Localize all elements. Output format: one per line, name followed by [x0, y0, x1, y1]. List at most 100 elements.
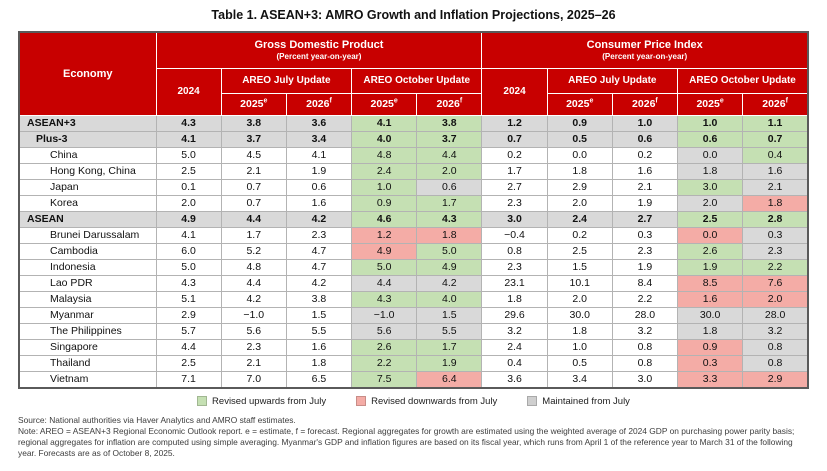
value-cell: 4.8	[351, 146, 418, 164]
value-cell: 5.1	[155, 290, 222, 308]
value-cell: 3.4	[546, 370, 613, 388]
value-cell: 29.6	[481, 306, 548, 324]
value-cell: 1.9	[676, 258, 744, 276]
cpi-group-sublabel: (Percent year-on-year)	[602, 51, 688, 61]
table-row: Lao PDR 4.3 4.4 4.2 4.4 4.2 23.1 10.1 8.4 8.5 7.6	[18, 274, 809, 292]
value-cell: 1.5	[546, 258, 613, 276]
value-cell: 2.2	[742, 258, 809, 276]
value-cell: 0.6	[285, 178, 353, 196]
value-cell: 1.2	[351, 226, 418, 244]
value-cell: 0.9	[351, 194, 418, 212]
value-cell: 0.3	[676, 354, 744, 372]
value-cell: 5.0	[351, 258, 418, 276]
value-cell: 0.6	[416, 178, 483, 196]
value-cell: 3.2	[481, 322, 548, 340]
value-cell: 0.8	[481, 242, 548, 260]
value-cell: 3.2	[742, 322, 809, 340]
legend-label: Revised downwards from July	[371, 395, 498, 407]
value-cell: 1.0	[611, 114, 679, 132]
value-cell: 4.3	[155, 114, 222, 132]
value-cell: 4.4	[351, 274, 418, 292]
value-cell: 0.8	[611, 338, 679, 356]
value-cell: 4.6	[351, 210, 418, 228]
value-cell: 0.1	[155, 178, 222, 196]
value-cell: 0.5	[546, 354, 613, 372]
economy-cell: ASEAN	[18, 210, 157, 228]
value-cell: 2.0	[155, 194, 222, 212]
gdp-group-header: Gross Domestic Product (Percent year-on-…	[155, 31, 483, 69]
value-cell: 0.2	[481, 146, 548, 164]
value-cell: 6.0	[155, 242, 222, 260]
value-cell: 2.6	[676, 242, 744, 260]
economy-cell: Korea	[18, 194, 157, 212]
table-body: ASEAN+3 4.3 3.8 3.6 4.1 3.8 1.2 0.9 1.0 1.0 1.1 Plu…	[18, 114, 809, 388]
value-cell: 2.1	[742, 178, 809, 196]
estimate-superscript: e	[393, 97, 398, 105]
legend-label: Revised upwards from July	[212, 395, 327, 407]
estimate-superscript: e	[263, 97, 268, 105]
value-cell: 5.0	[416, 242, 483, 260]
value-cell: 5.6	[351, 322, 418, 340]
value-cell: 0.8	[742, 354, 809, 372]
table-row: China 5.0 4.5 4.1 4.8 4.4 0.2 0.0 0.2 0.0 0.4	[18, 146, 809, 164]
value-cell: 2.9	[155, 306, 222, 324]
value-cell: 0.7	[742, 130, 809, 148]
economy-cell: Singapore	[18, 338, 157, 356]
value-cell: 28.0	[611, 306, 679, 324]
value-cell: 4.9	[155, 210, 222, 228]
value-cell: 2.1	[611, 178, 679, 196]
value-cell: 4.2	[285, 210, 353, 228]
value-cell: 0.3	[611, 226, 679, 244]
value-cell: 2.0	[546, 194, 613, 212]
value-cell: −1.0	[351, 306, 418, 324]
value-cell: 1.1	[742, 114, 809, 132]
economy-cell: Plus-3	[18, 130, 157, 148]
value-cell: 0.0	[676, 146, 744, 164]
value-cell: 4.3	[416, 210, 483, 228]
value-cell: −0.4	[481, 226, 548, 244]
cpi-oct-2025-header: 2025e	[676, 92, 744, 116]
table-row: Thailand 2.5 2.1 1.8 2.2 1.9 0.4 0.5 0.8 0.3 0.8	[18, 354, 809, 372]
value-cell: 8.4	[611, 274, 679, 292]
economy-cell: Myanmar	[18, 306, 157, 324]
gdp-july-2026-header: 2026f	[285, 92, 353, 116]
gdp-july-update-header: AREO July Update	[220, 67, 353, 94]
value-cell: 7.6	[742, 274, 809, 292]
gdp-group-sublabel: (Percent year-on-year)	[276, 51, 362, 61]
cpi-2024-header: 2024	[481, 67, 548, 116]
value-cell: 2.7	[481, 178, 548, 196]
gdp-oct-2026-header: 2026f	[416, 92, 483, 116]
legend-label: Maintained from July	[542, 395, 630, 407]
value-cell: 1.8	[676, 322, 744, 340]
value-cell: 1.7	[481, 162, 548, 180]
table-row: The Philippines 5.7 5.6 5.5 5.6 5.5 3.2 1.8 3.2 1…	[18, 322, 809, 340]
footnotes: Source: National authorities via Haver A…	[18, 415, 809, 460]
value-cell: 4.8	[220, 258, 287, 276]
value-cell: 4.5	[220, 146, 287, 164]
value-cell: 1.8	[546, 162, 613, 180]
table-row: Korea 2.0 0.7 1.6 0.9 1.7 2.3 2.0 1.9 2.0 1.8	[18, 194, 809, 212]
value-cell: 1.8	[676, 162, 744, 180]
value-cell: 0.0	[676, 226, 744, 244]
value-cell: 8.5	[676, 274, 744, 292]
value-cell: 2.0	[676, 194, 744, 212]
value-cell: 1.5	[285, 306, 353, 324]
value-cell: −1.0	[220, 306, 287, 324]
value-cell: 0.3	[742, 226, 809, 244]
table-row: Plus-3 4.1 3.7 3.4 4.0 3.7 0.7 0.5 0.6 0.6 0.7	[18, 130, 809, 148]
legend-swatch	[356, 396, 367, 406]
economy-cell: Thailand	[18, 354, 157, 372]
table-row: Brunei Darussalam 4.1 1.7 2.3 1.2 1.8 −0.4 0.2 0…	[18, 226, 809, 244]
value-cell: 3.7	[416, 130, 483, 148]
value-cell: 2.0	[742, 290, 809, 308]
source-note: Source: National authorities via Haver A…	[18, 414, 296, 425]
gdp-oct-2025-header: 2025e	[351, 92, 418, 116]
value-cell: 30.0	[676, 306, 744, 324]
legend-item: Maintained from July	[527, 396, 630, 407]
table-row: Vietnam 7.1 7.0 6.5 7.5 6.4 3.6 3.4 3.0 3.3 2.9	[18, 370, 809, 388]
value-cell: 2.1	[220, 162, 287, 180]
value-cell: 0.4	[742, 146, 809, 164]
value-cell: 2.5	[546, 242, 613, 260]
gdp-july-2025-header: 2025e	[220, 92, 287, 116]
value-cell: 4.4	[416, 146, 483, 164]
